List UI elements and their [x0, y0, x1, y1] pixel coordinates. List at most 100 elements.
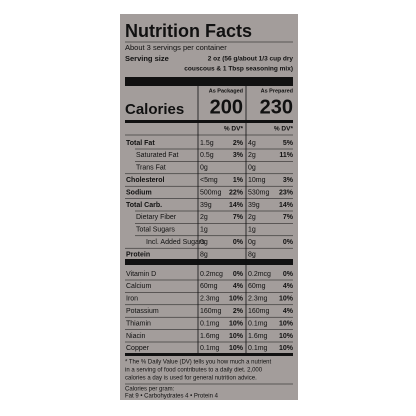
nutrient-name: Niacin — [126, 333, 146, 340]
column-header: As Packaged — [209, 88, 243, 94]
calories-per-gram: Fat 9 • Carbohydrates 4 • Protein 4 — [125, 394, 219, 400]
daily-value: 5% — [283, 140, 294, 147]
calories-value: 230 — [260, 96, 293, 118]
amount: 0.1mg — [248, 320, 268, 327]
amount: 530mg — [248, 189, 270, 196]
serving-size-label: Serving size — [125, 54, 169, 63]
amount: <5mg — [200, 177, 218, 184]
daily-value: 14% — [229, 202, 244, 209]
daily-value: 22% — [229, 189, 244, 196]
daily-value: 0% — [233, 239, 244, 246]
daily-value: 10% — [229, 345, 244, 352]
dv-header: % DV* — [274, 126, 294, 133]
daily-value: 3% — [283, 177, 294, 184]
daily-value: 11% — [279, 152, 293, 159]
footnote: calories a day is used for general nutri… — [125, 376, 257, 382]
medium-rule — [125, 353, 293, 356]
nutrient-name: Iron — [126, 296, 138, 303]
nutrient-name: Thiamin — [126, 320, 151, 327]
nutrient-name: Saturated Fat — [136, 152, 178, 159]
nutrient-name: Protein — [126, 251, 150, 258]
amount: 1g — [200, 227, 208, 234]
amount: 0.5g — [200, 152, 214, 159]
serving-size: 2 oz (56 g/about 1/3 cup dry — [208, 56, 294, 63]
nutrient-name: Vitamin D — [126, 271, 156, 278]
nutrient-name: Calcium — [126, 283, 151, 290]
amount: 0.1mg — [248, 345, 268, 352]
daily-value: 0% — [283, 271, 294, 278]
daily-value: 10% — [279, 333, 294, 340]
amount: 39g — [248, 202, 260, 209]
amount: 8g — [200, 251, 208, 258]
amount: 8g — [248, 251, 256, 258]
calories-label: Calories — [125, 101, 184, 118]
daily-value: 0% — [233, 271, 244, 278]
footnote: in a serving of food contributes to a da… — [125, 368, 263, 374]
daily-value: 4% — [283, 308, 294, 315]
amount: 2.3mg — [248, 296, 268, 303]
amount: 160mg — [200, 308, 222, 315]
servings: About 3 servings per container — [125, 43, 227, 52]
nutrient-name: Total Sugars — [136, 227, 175, 234]
amount: 0.2mcg — [248, 271, 271, 278]
amount: 2g — [200, 214, 208, 221]
daily-value: 10% — [279, 296, 294, 303]
daily-value: 14% — [279, 202, 294, 209]
daily-value: 7% — [233, 214, 244, 221]
amount: 60mg — [200, 283, 218, 290]
amount: 500mg — [200, 189, 222, 196]
daily-value: 23% — [279, 189, 294, 196]
calories-value: 200 — [210, 96, 243, 118]
serving-size: couscous & 1 Tbsp seasoning mix) — [184, 66, 293, 73]
daily-value: 7% — [283, 214, 294, 221]
amount: 4g — [248, 140, 256, 147]
nutrient-name: Total Carb. — [126, 202, 162, 209]
amount: 60mg — [248, 283, 266, 290]
nutrient-name: Trans Fat — [136, 165, 166, 172]
daily-value: 1% — [233, 177, 244, 184]
daily-value: 2% — [233, 140, 244, 147]
footnote: * The % Daily Value (DV) tells you how m… — [125, 360, 272, 366]
thick-rule — [125, 259, 293, 265]
medium-rule — [125, 120, 293, 123]
nutrient-name: Cholesterol — [126, 177, 165, 184]
amount: 0.1mg — [200, 320, 220, 327]
amount: 0.1mg — [200, 345, 220, 352]
daily-value: 0% — [283, 239, 294, 246]
amount: 1.5g — [200, 140, 214, 147]
nutrient-name: Dietary Fiber — [136, 214, 177, 221]
nutrient-name: Incl. Added Sugars — [146, 239, 205, 246]
amount: 2g — [248, 214, 256, 221]
column-header: As Prepared — [261, 88, 293, 94]
daily-value: 2% — [233, 308, 244, 315]
daily-value: 3% — [233, 152, 244, 159]
amount: 2g — [248, 152, 256, 159]
amount: 0g — [248, 165, 256, 172]
nutrient-name: Copper — [126, 345, 150, 352]
daily-value: 10% — [229, 320, 244, 327]
daily-value: 10% — [279, 345, 294, 352]
amount: 0.2mcg — [200, 271, 223, 278]
daily-value: 10% — [229, 296, 244, 303]
amount: 0g — [200, 165, 208, 172]
amount: 1.6mg — [200, 333, 220, 340]
amount: 0g — [200, 239, 208, 246]
dv-header: % DV* — [224, 126, 244, 133]
nutrient-name: Total Fat — [126, 140, 155, 147]
amount: 1g — [248, 227, 256, 234]
daily-value: 4% — [283, 283, 294, 290]
amount: 0g — [248, 239, 256, 246]
amount: 39g — [200, 202, 212, 209]
amount: 160mg — [248, 308, 270, 315]
daily-value: 4% — [233, 283, 244, 290]
thick-rule — [125, 77, 293, 86]
calories-per-gram-label: Calories per gram: — [125, 387, 175, 393]
amount: 2.3mg — [200, 296, 220, 303]
daily-value: 10% — [279, 320, 294, 327]
nutrient-name: Potassium — [126, 308, 159, 315]
amount: 10mg — [248, 177, 266, 184]
amount: 1.6mg — [248, 333, 268, 340]
daily-value: 10% — [229, 333, 244, 340]
